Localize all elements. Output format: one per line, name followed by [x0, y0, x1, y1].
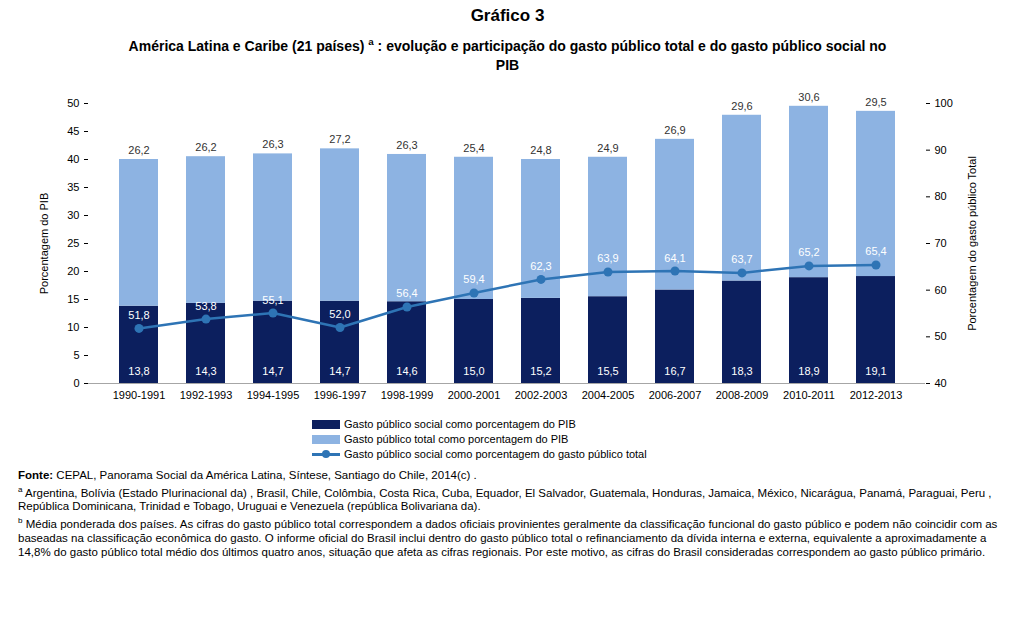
- svg-text:63,9: 63,9: [597, 252, 618, 264]
- html-text:Gasto público social como porc: Gasto público social como porcentagem do…: [344, 447, 647, 460]
- svg-text:29,6: 29,6: [731, 99, 752, 111]
- svg-text:70: 70: [935, 237, 947, 249]
- svg-text:18,9: 18,9: [798, 364, 819, 376]
- svg-text:10: 10: [67, 321, 79, 333]
- svg-text:2004-2005: 2004-2005: [582, 389, 635, 401]
- html-text:bMédia ponderada dos países. A: bMédia ponderada dos países. As cifras d…: [18, 516, 998, 559]
- svg-text:18,3: 18,3: [731, 364, 752, 376]
- svg-text:5: 5: [73, 349, 79, 361]
- html-text:aArgentina, Bolívia (Estado Pl: aArgentina, Bolívia (Estado Plurinaciona…: [18, 484, 992, 513]
- svg-text:13,8: 13,8: [128, 364, 149, 376]
- svg-text:Porcentagem do PIB: Porcentagem do PIB: [38, 192, 50, 294]
- svg-text:64,1: 64,1: [664, 251, 685, 263]
- svg-text:25,4: 25,4: [463, 141, 484, 153]
- svg-text:1998-1999: 1998-1999: [381, 389, 434, 401]
- svg-text:1994-1995: 1994-1995: [247, 389, 300, 401]
- svg-text:29,5: 29,5: [865, 96, 886, 108]
- svg-text:30: 30: [67, 209, 79, 221]
- svg-text:50: 50: [67, 97, 79, 109]
- svg-text:2000-2001: 2000-2001: [448, 389, 501, 401]
- svg-text:100: 100: [935, 97, 953, 109]
- html-text:Fonte: CEPAL, Panorama Social: Fonte: CEPAL, Panorama Social da América…: [18, 468, 477, 481]
- svg-text:26,3: 26,3: [262, 138, 283, 150]
- svg-text:40: 40: [935, 377, 947, 389]
- svg-text:16,7: 16,7: [664, 364, 685, 376]
- html-text:Gasto público total como porce: Gasto público total como porcentagem do …: [344, 432, 569, 445]
- svg-text:80: 80: [935, 190, 947, 202]
- svg-text:35: 35: [67, 181, 79, 193]
- svg-text:15,2: 15,2: [530, 364, 551, 376]
- svg-text:14,7: 14,7: [262, 364, 283, 376]
- svg-text:24,9: 24,9: [597, 141, 618, 153]
- svg-text:25: 25: [67, 237, 79, 249]
- svg-text:0: 0: [73, 377, 79, 389]
- svg-text:Porcentagem do gasto público T: Porcentagem do gasto público Total: [966, 156, 978, 331]
- svg-text:15,0: 15,0: [463, 364, 484, 376]
- svg-text:2012-2013: 2012-2013: [850, 389, 903, 401]
- svg-text:56,4: 56,4: [396, 287, 417, 299]
- svg-text:1996-1997: 1996-1997: [314, 389, 367, 401]
- svg-text:51,8: 51,8: [128, 309, 149, 321]
- svg-text:2002-2003: 2002-2003: [515, 389, 568, 401]
- svg-text:53,8: 53,8: [195, 299, 216, 311]
- svg-text:19,1: 19,1: [865, 364, 886, 376]
- svg-text:65,2: 65,2: [798, 246, 819, 258]
- svg-text:65,4: 65,4: [865, 245, 886, 257]
- svg-text:45: 45: [67, 125, 79, 137]
- svg-text:26,9: 26,9: [664, 124, 685, 136]
- svg-text:2006-2007: 2006-2007: [649, 389, 702, 401]
- html-text:Gráfico 3: Gráfico 3: [470, 6, 545, 25]
- svg-text:40: 40: [67, 153, 79, 165]
- html-text:Gasto público social como porc: Gasto público social como porcentagem do…: [344, 417, 576, 430]
- svg-text:1990-1991: 1990-1991: [113, 389, 166, 401]
- svg-text:55,1: 55,1: [262, 293, 283, 305]
- svg-text:24,8: 24,8: [530, 144, 551, 156]
- svg-text:15: 15: [67, 293, 79, 305]
- svg-text:15,5: 15,5: [597, 364, 618, 376]
- svg-text:26,3: 26,3: [396, 139, 417, 151]
- svg-text:20: 20: [67, 265, 79, 277]
- svg-text:1992-1993: 1992-1993: [180, 389, 233, 401]
- svg-text:27,2: 27,2: [329, 133, 350, 145]
- svg-text:50: 50: [935, 330, 947, 342]
- svg-text:62,3: 62,3: [530, 260, 551, 272]
- svg-text:2010-2011: 2010-2011: [783, 389, 835, 401]
- svg-text:14,3: 14,3: [195, 364, 216, 376]
- svg-text:30,6: 30,6: [798, 90, 819, 102]
- svg-text:60: 60: [935, 283, 947, 295]
- svg-text:14,7: 14,7: [329, 364, 350, 376]
- svg-text:14,6: 14,6: [396, 364, 417, 376]
- svg-text:52,0: 52,0: [329, 308, 350, 320]
- svg-text:59,4: 59,4: [463, 273, 484, 285]
- svg-text:90: 90: [935, 143, 947, 155]
- html-text:América Latina e Caribe (21 pa: América Latina e Caribe (21 países)a: ev…: [128, 36, 887, 73]
- svg-text:63,7: 63,7: [731, 253, 752, 265]
- svg-text:26,2: 26,2: [195, 141, 216, 153]
- svg-text:2008-2009: 2008-2009: [716, 389, 769, 401]
- svg-text:26,2: 26,2: [128, 144, 149, 156]
